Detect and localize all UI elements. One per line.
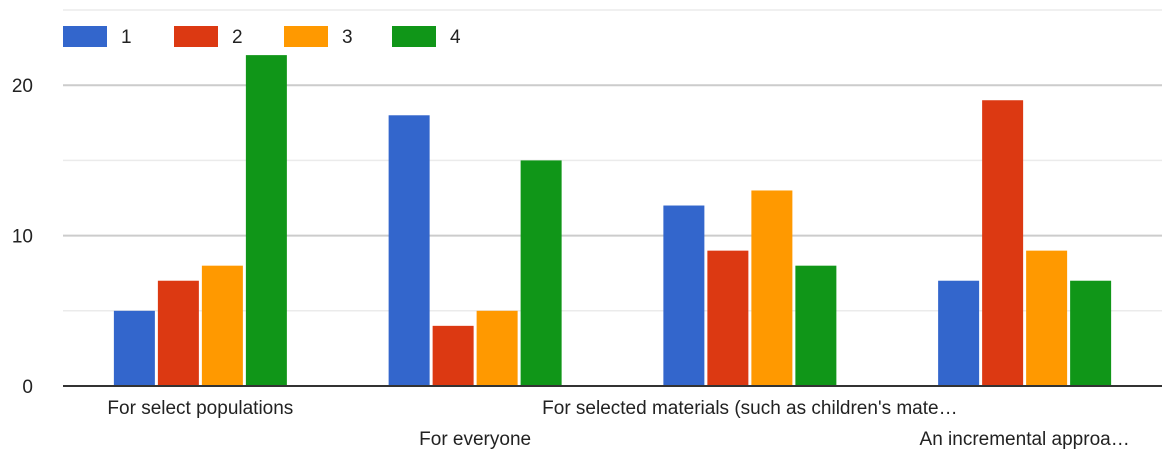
y-tick-label: 20 xyxy=(12,76,33,97)
x-category-label: An incremental approa… xyxy=(920,429,1130,450)
x-category-label: For selected materials (such as children… xyxy=(542,398,957,419)
bars xyxy=(114,55,1111,386)
bar-series-2-2[interactable] xyxy=(433,326,474,386)
legend-label-1: 1 xyxy=(121,27,132,48)
bar-series-3-4[interactable] xyxy=(1026,251,1067,386)
legend-label-3: 3 xyxy=(342,27,353,48)
bar-series-1-1[interactable] xyxy=(114,311,155,386)
bar-series-2-1[interactable] xyxy=(158,281,199,386)
bar-series-2-4[interactable] xyxy=(982,100,1023,386)
bar-series-1-3[interactable] xyxy=(663,206,704,386)
legend-swatch-4 xyxy=(392,26,436,47)
legend-label-4: 4 xyxy=(450,27,461,48)
y-tick-label: 10 xyxy=(12,227,33,248)
legend-swatch-2 xyxy=(174,26,218,47)
y-axis: 0 10 20 xyxy=(12,76,33,398)
legend-swatch-1 xyxy=(63,26,107,47)
legend-swatch-3 xyxy=(284,26,328,47)
bar-series-4-2[interactable] xyxy=(521,160,562,386)
legend-label-2: 2 xyxy=(232,27,243,48)
y-tick-label: 0 xyxy=(22,377,33,398)
bar-series-4-4[interactable] xyxy=(1070,281,1111,386)
bar-series-2-3[interactable] xyxy=(707,251,748,386)
bar-series-3-2[interactable] xyxy=(477,311,518,386)
legend: 1 2 3 4 xyxy=(63,26,461,48)
bar-series-3-1[interactable] xyxy=(202,266,243,386)
x-axis: For select populations For everyone For se… xyxy=(107,398,1129,450)
x-category-label: For everyone xyxy=(419,429,531,450)
bar-series-1-4[interactable] xyxy=(938,281,979,386)
bar-series-3-3[interactable] xyxy=(751,190,792,386)
x-category-label: For select populations xyxy=(107,398,293,419)
bar-series-4-3[interactable] xyxy=(795,266,836,386)
bar-series-4-1[interactable] xyxy=(246,55,287,386)
bar-series-1-2[interactable] xyxy=(389,115,430,386)
